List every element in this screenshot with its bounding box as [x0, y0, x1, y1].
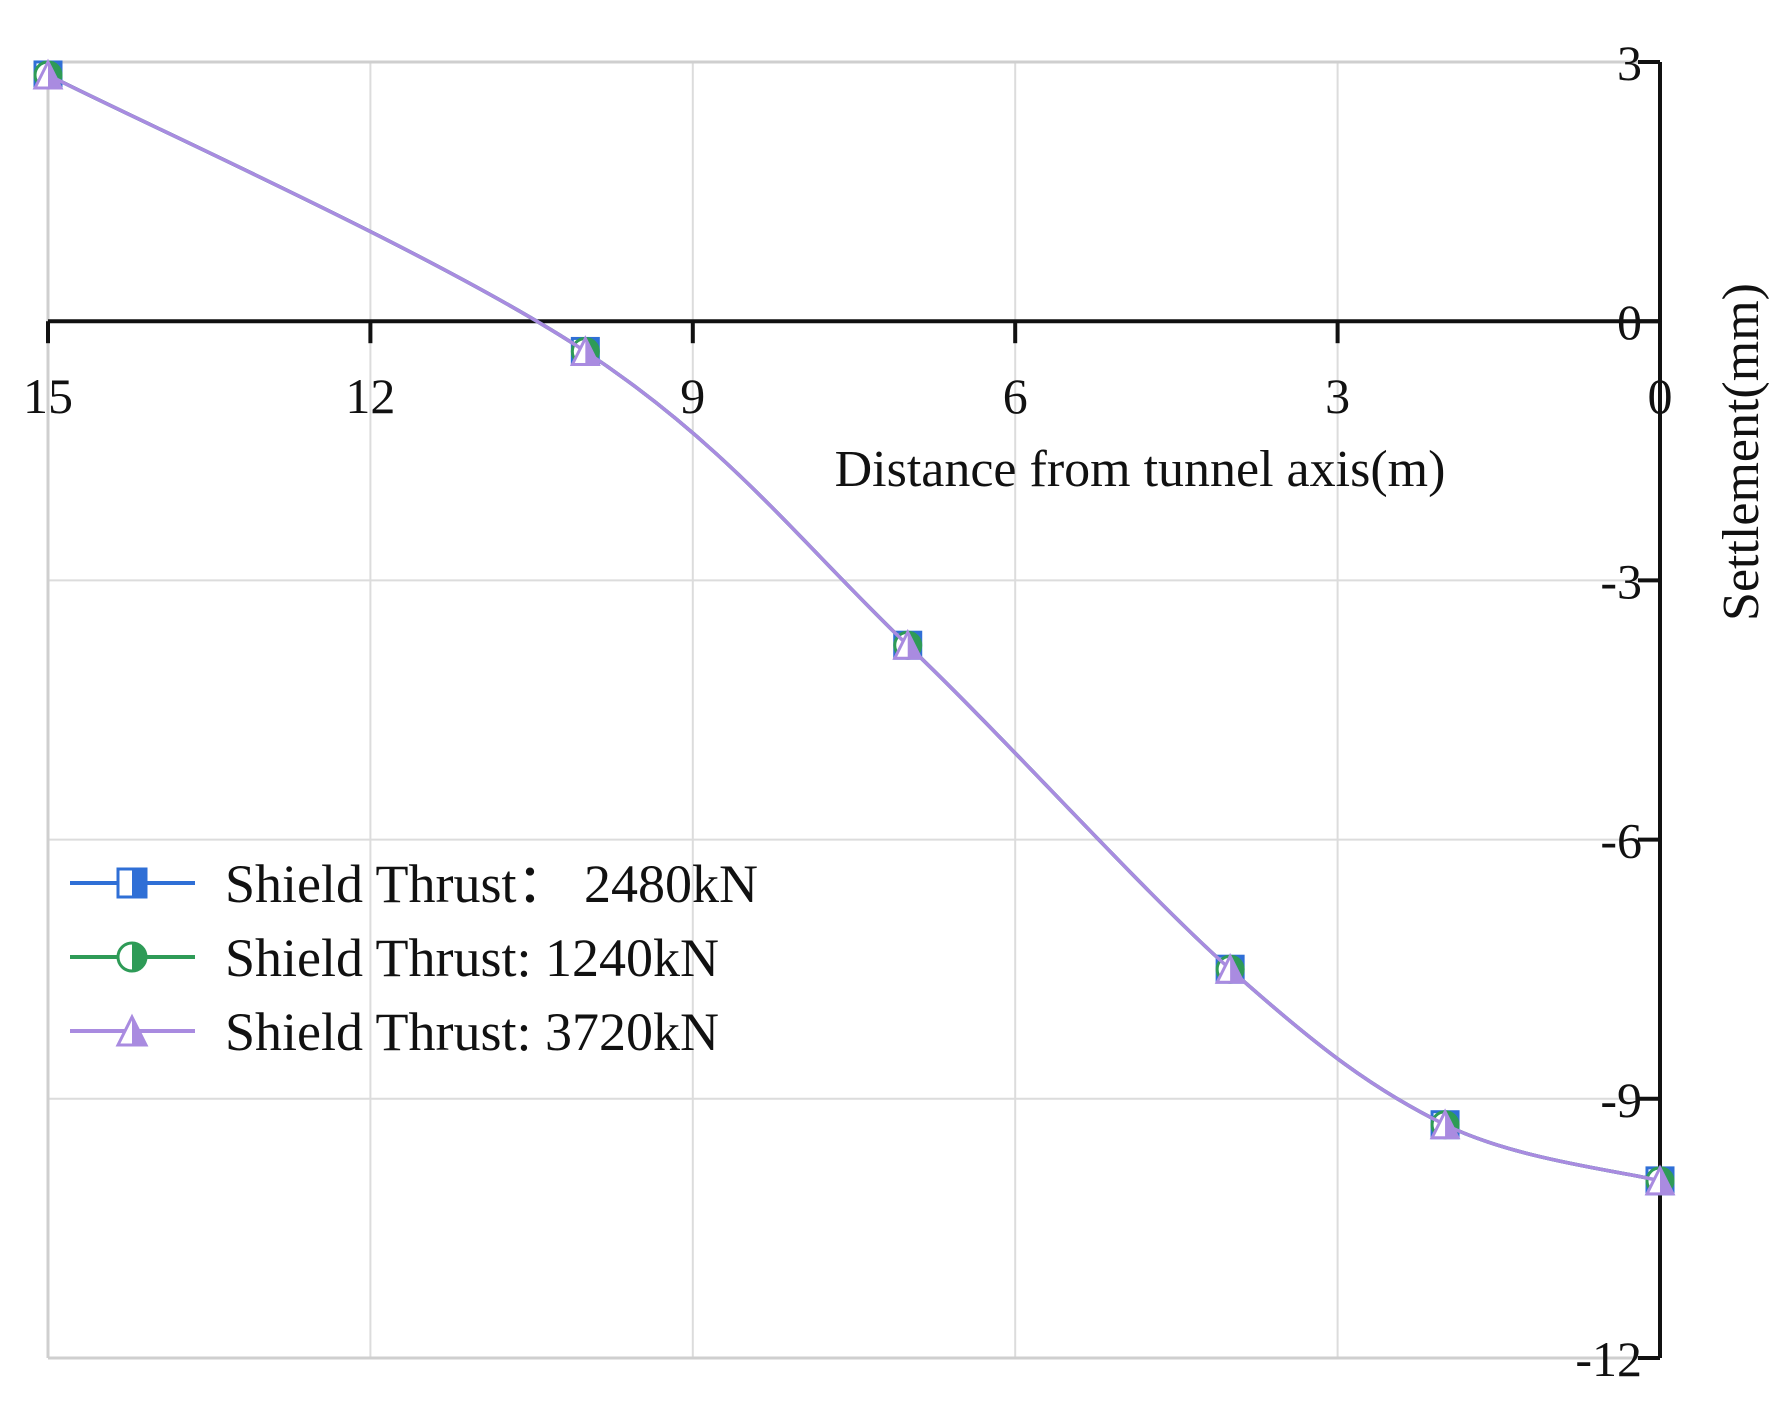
legend: Shield Thrust： 2480kN Shield Thrust: 1240…	[70, 854, 758, 1062]
y-tick-label: -6	[1600, 813, 1642, 869]
data-point-fill	[48, 61, 61, 88]
y-tick-label: 3	[1617, 35, 1642, 91]
x-axis-title: Distance from tunnel axis(m)	[835, 441, 1446, 498]
x-tick-label: 0	[1648, 368, 1673, 424]
legend-marker-fill	[132, 943, 146, 971]
data-point-fill	[907, 632, 921, 659]
data-point-fill	[1230, 956, 1244, 983]
axes-layer	[46, 60, 1662, 1360]
grid-layer	[48, 62, 1660, 1358]
x-tick-label: 9	[680, 368, 705, 424]
x-tick-label: 3	[1325, 368, 1350, 424]
y-tick-label: -12	[1575, 1331, 1642, 1387]
legend-marker-fill	[132, 869, 146, 897]
data-point-fill	[585, 338, 599, 365]
y-tick-label: -3	[1600, 553, 1642, 609]
data-point-fill	[1445, 1111, 1459, 1138]
legend-label: Shield Thrust: 3720kN	[225, 1002, 719, 1062]
legend-label: Shield Thrust： 2480kN	[225, 854, 758, 914]
x-tick-label: 15	[23, 368, 73, 424]
labels-layer: 3 0 -3 -6 -9 -12 15 12 9 6 3 0 Distance from tunnel …	[23, 35, 1770, 1387]
y-axis-title: Settlement(mm)	[1713, 283, 1770, 621]
legend-label: Shield Thrust: 1240kN	[225, 928, 719, 988]
series-layer	[32, 58, 1676, 1196]
y-tick-label: 0	[1617, 294, 1642, 350]
legend-marker-fill	[132, 1017, 146, 1045]
x-tick-label: 12	[345, 368, 395, 424]
data-point-fill	[1660, 1167, 1673, 1194]
y-tick-label: -9	[1600, 1072, 1642, 1128]
x-tick-label: 6	[1003, 368, 1028, 424]
